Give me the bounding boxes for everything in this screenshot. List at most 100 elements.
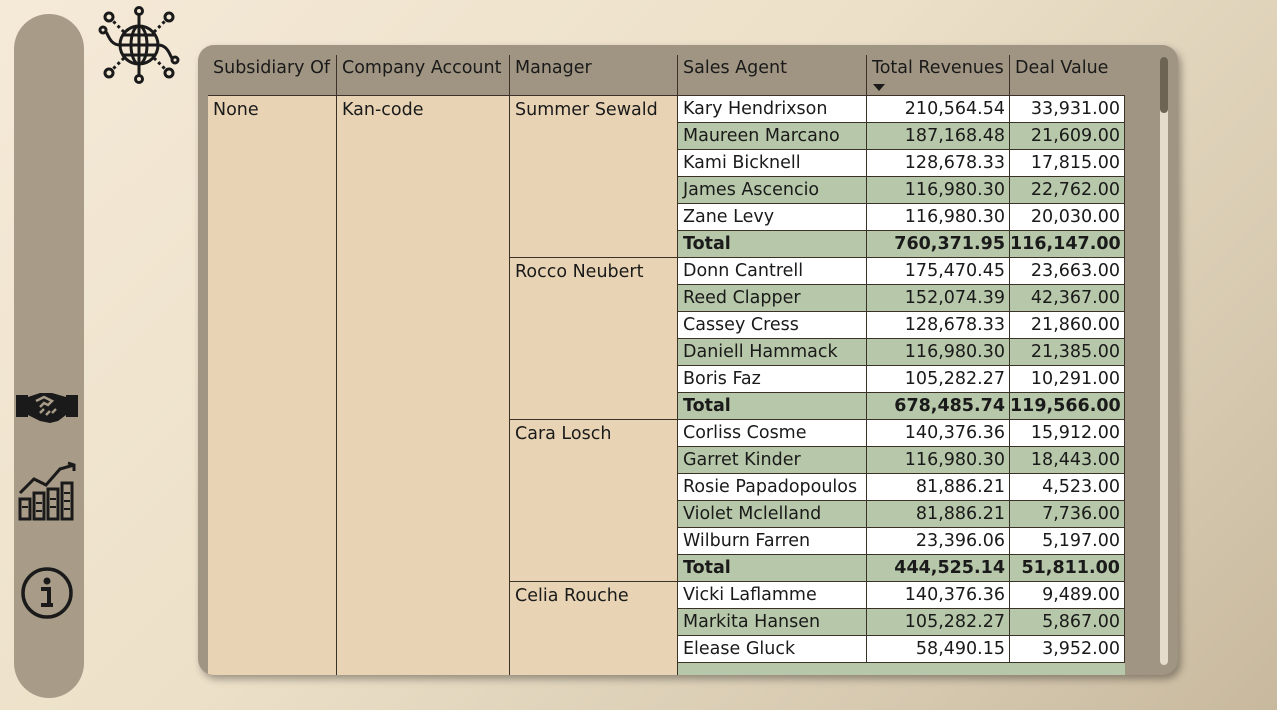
total-revenues-cell: 760,371.95	[867, 231, 1010, 257]
table-row[interactable]: Wilburn Farren 23,396.06 5,197.00	[678, 528, 1125, 555]
manager-group-divider	[510, 419, 678, 420]
column-header-total-revenues[interactable]: Total Revenues	[867, 55, 1010, 96]
total-row[interactable]: Total 444,525.14 51,811.00	[678, 555, 1125, 582]
table-row[interactable]: Daniell Hammack 116,980.30 21,385.00	[678, 339, 1125, 366]
total-row[interactable]: Total 678,485.74 119,566.00	[678, 393, 1125, 420]
table-row[interactable]: Rosie Papadopoulos 81,886.21 4,523.00	[678, 474, 1125, 501]
deal-value-cell: 21,860.00	[1010, 312, 1125, 338]
sales-agent-cell: Total	[678, 393, 867, 419]
deal-value-cell: 7,736.00	[1010, 501, 1125, 527]
sidebar	[14, 14, 84, 698]
sales-agent-cell: Total	[678, 231, 867, 257]
nav-info-button[interactable]	[14, 560, 80, 626]
table-row[interactable]: Corliss Cosme 140,376.36 15,912.00	[678, 420, 1125, 447]
sales-agent-cell: Total	[678, 555, 867, 581]
column-header-deal-value[interactable]: Deal Value	[1010, 55, 1125, 96]
deal-value-cell: 23,663.00	[1010, 258, 1125, 284]
deal-value-cell: 5,867.00	[1010, 609, 1125, 635]
manager-column: Summer Sewald Rocco Neubert Cara Losch Celi…	[510, 96, 678, 675]
sort-descending-icon	[873, 84, 885, 91]
total-revenues-cell: 116,980.30	[867, 447, 1010, 473]
total-revenues-cell: 23,396.06	[867, 528, 1010, 554]
table-row[interactable]: Violet Mclelland 81,886.21 7,736.00	[678, 501, 1125, 528]
deal-value-cell: 9,489.00	[1010, 582, 1125, 608]
deal-value-cell: 119,566.00	[1010, 393, 1125, 419]
total-revenues-cell: 81,886.21	[867, 474, 1010, 500]
growth-chart-icon	[18, 461, 76, 521]
deal-value-cell: 17,815.00	[1010, 150, 1125, 176]
sales-agent-cell: Vicki Laflamme	[678, 582, 867, 608]
manager-name: Cara Losch	[515, 424, 612, 444]
total-revenues-cell: 187,168.48	[867, 123, 1010, 149]
scrollbar-thumb[interactable]	[1160, 57, 1168, 113]
deal-value-cell: 3,952.00	[1010, 636, 1125, 662]
column-header-company-account[interactable]: Company Account	[337, 55, 510, 96]
table-row[interactable]: Maureen Marcano 187,168.48 21,609.00	[678, 123, 1125, 150]
sales-agent-cell: Wilburn Farren	[678, 528, 867, 554]
table-row[interactable]: Donn Cantrell 175,470.45 23,663.00	[678, 258, 1125, 285]
deal-value-cell: 18,443.00	[1010, 447, 1125, 473]
total-revenues-cell: 81,886.21	[867, 501, 1010, 527]
total-revenues-cell: 678,485.74	[867, 393, 1010, 419]
table-row[interactable]: Vicki Laflamme 140,376.36 9,489.00	[678, 582, 1125, 609]
vertical-scrollbar[interactable]	[1160, 57, 1168, 665]
table-row[interactable]: Elease Gluck 58,490.15 3,952.00	[678, 636, 1125, 663]
sales-agent-cell: James Ascencio	[678, 177, 867, 203]
total-revenues-cell: 128,678.33	[867, 150, 1010, 176]
company-account-value: Kan-code	[342, 100, 424, 120]
matrix-visual: Subsidiary Of Company Account Manager Sa…	[198, 45, 1178, 675]
matrix-table: Subsidiary Of Company Account Manager Sa…	[208, 55, 1128, 675]
header-label: Total Revenues	[872, 58, 1004, 78]
table-row[interactable]: Reed Clapper 152,074.39 42,367.00	[678, 285, 1125, 312]
sales-agent-cell: Violet Mclelland	[678, 501, 867, 527]
manager-group-divider	[510, 581, 678, 582]
table-row[interactable]: Kami Bicknell 128,678.33 17,815.00	[678, 150, 1125, 177]
sales-agent-cell: Cassey Cress	[678, 312, 867, 338]
table-row[interactable]: Zane Levy 116,980.30 20,030.00	[678, 204, 1125, 231]
total-revenues-cell: 116,980.30	[867, 339, 1010, 365]
column-header-subsidiary-of[interactable]: Subsidiary Of	[208, 55, 337, 96]
deal-value-cell: 10,291.00	[1010, 366, 1125, 392]
sales-agent-cell: Boris Faz	[678, 366, 867, 392]
table-row[interactable]: Boris Faz 105,282.27 10,291.00	[678, 366, 1125, 393]
manager-name: Rocco Neubert	[515, 262, 644, 282]
deal-value-cell: 22,762.00	[1010, 177, 1125, 203]
deal-value-cell: 5,197.00	[1010, 528, 1125, 554]
handshake-icon	[16, 393, 78, 423]
sales-agent-cell: Rosie Papadopoulos	[678, 474, 867, 500]
info-icon	[21, 567, 73, 619]
sales-agent-cell: Maureen Marcano	[678, 123, 867, 149]
table-row[interactable]: Cassey Cress 128,678.33 21,860.00	[678, 312, 1125, 339]
table-row[interactable]	[678, 663, 1125, 675]
manager-group-divider	[510, 257, 678, 258]
manager-name: Summer Sewald	[515, 100, 658, 120]
table-row[interactable]: Kary Hendrixson 210,564.54 33,931.00	[678, 96, 1125, 123]
total-revenues-cell: 210,564.54	[867, 96, 1010, 122]
company-account-group-cell: Kan-code	[337, 96, 510, 675]
table-row[interactable]: James Ascencio 116,980.30 22,762.00	[678, 177, 1125, 204]
header-label: Subsidiary Of	[213, 58, 331, 78]
sales-agent-cell: Markita Hansen	[678, 609, 867, 635]
nav-growth-button[interactable]	[14, 459, 80, 525]
deal-value-cell: 21,385.00	[1010, 339, 1125, 365]
total-revenues-cell: 58,490.15	[867, 636, 1010, 662]
sales-agent-cell: Reed Clapper	[678, 285, 867, 311]
total-row[interactable]: Total 760,371.95 116,147.00	[678, 231, 1125, 258]
column-header-manager[interactable]: Manager	[510, 55, 678, 96]
total-revenues-cell: 116,980.30	[867, 204, 1010, 230]
sales-agent-cell: Corliss Cosme	[678, 420, 867, 446]
sales-agent-cell: Kami Bicknell	[678, 150, 867, 176]
header-label: Company Account	[342, 58, 502, 78]
total-revenues-cell: 105,282.27	[867, 609, 1010, 635]
deal-value-cell: 33,931.00	[1010, 96, 1125, 122]
deal-value-cell: 4,523.00	[1010, 474, 1125, 500]
sales-agent-cell: Garret Kinder	[678, 447, 867, 473]
sales-agent-cell: Zane Levy	[678, 204, 867, 230]
table-row[interactable]: Markita Hansen 105,282.27 5,867.00	[678, 609, 1125, 636]
nav-deals-button[interactable]	[14, 374, 80, 440]
total-revenues-cell: 128,678.33	[867, 312, 1010, 338]
table-row[interactable]: Garret Kinder 116,980.30 18,443.00	[678, 447, 1125, 474]
header-label: Manager	[515, 58, 592, 78]
column-header-sales-agent[interactable]: Sales Agent	[678, 55, 867, 96]
total-revenues-cell: 140,376.36	[867, 582, 1010, 608]
